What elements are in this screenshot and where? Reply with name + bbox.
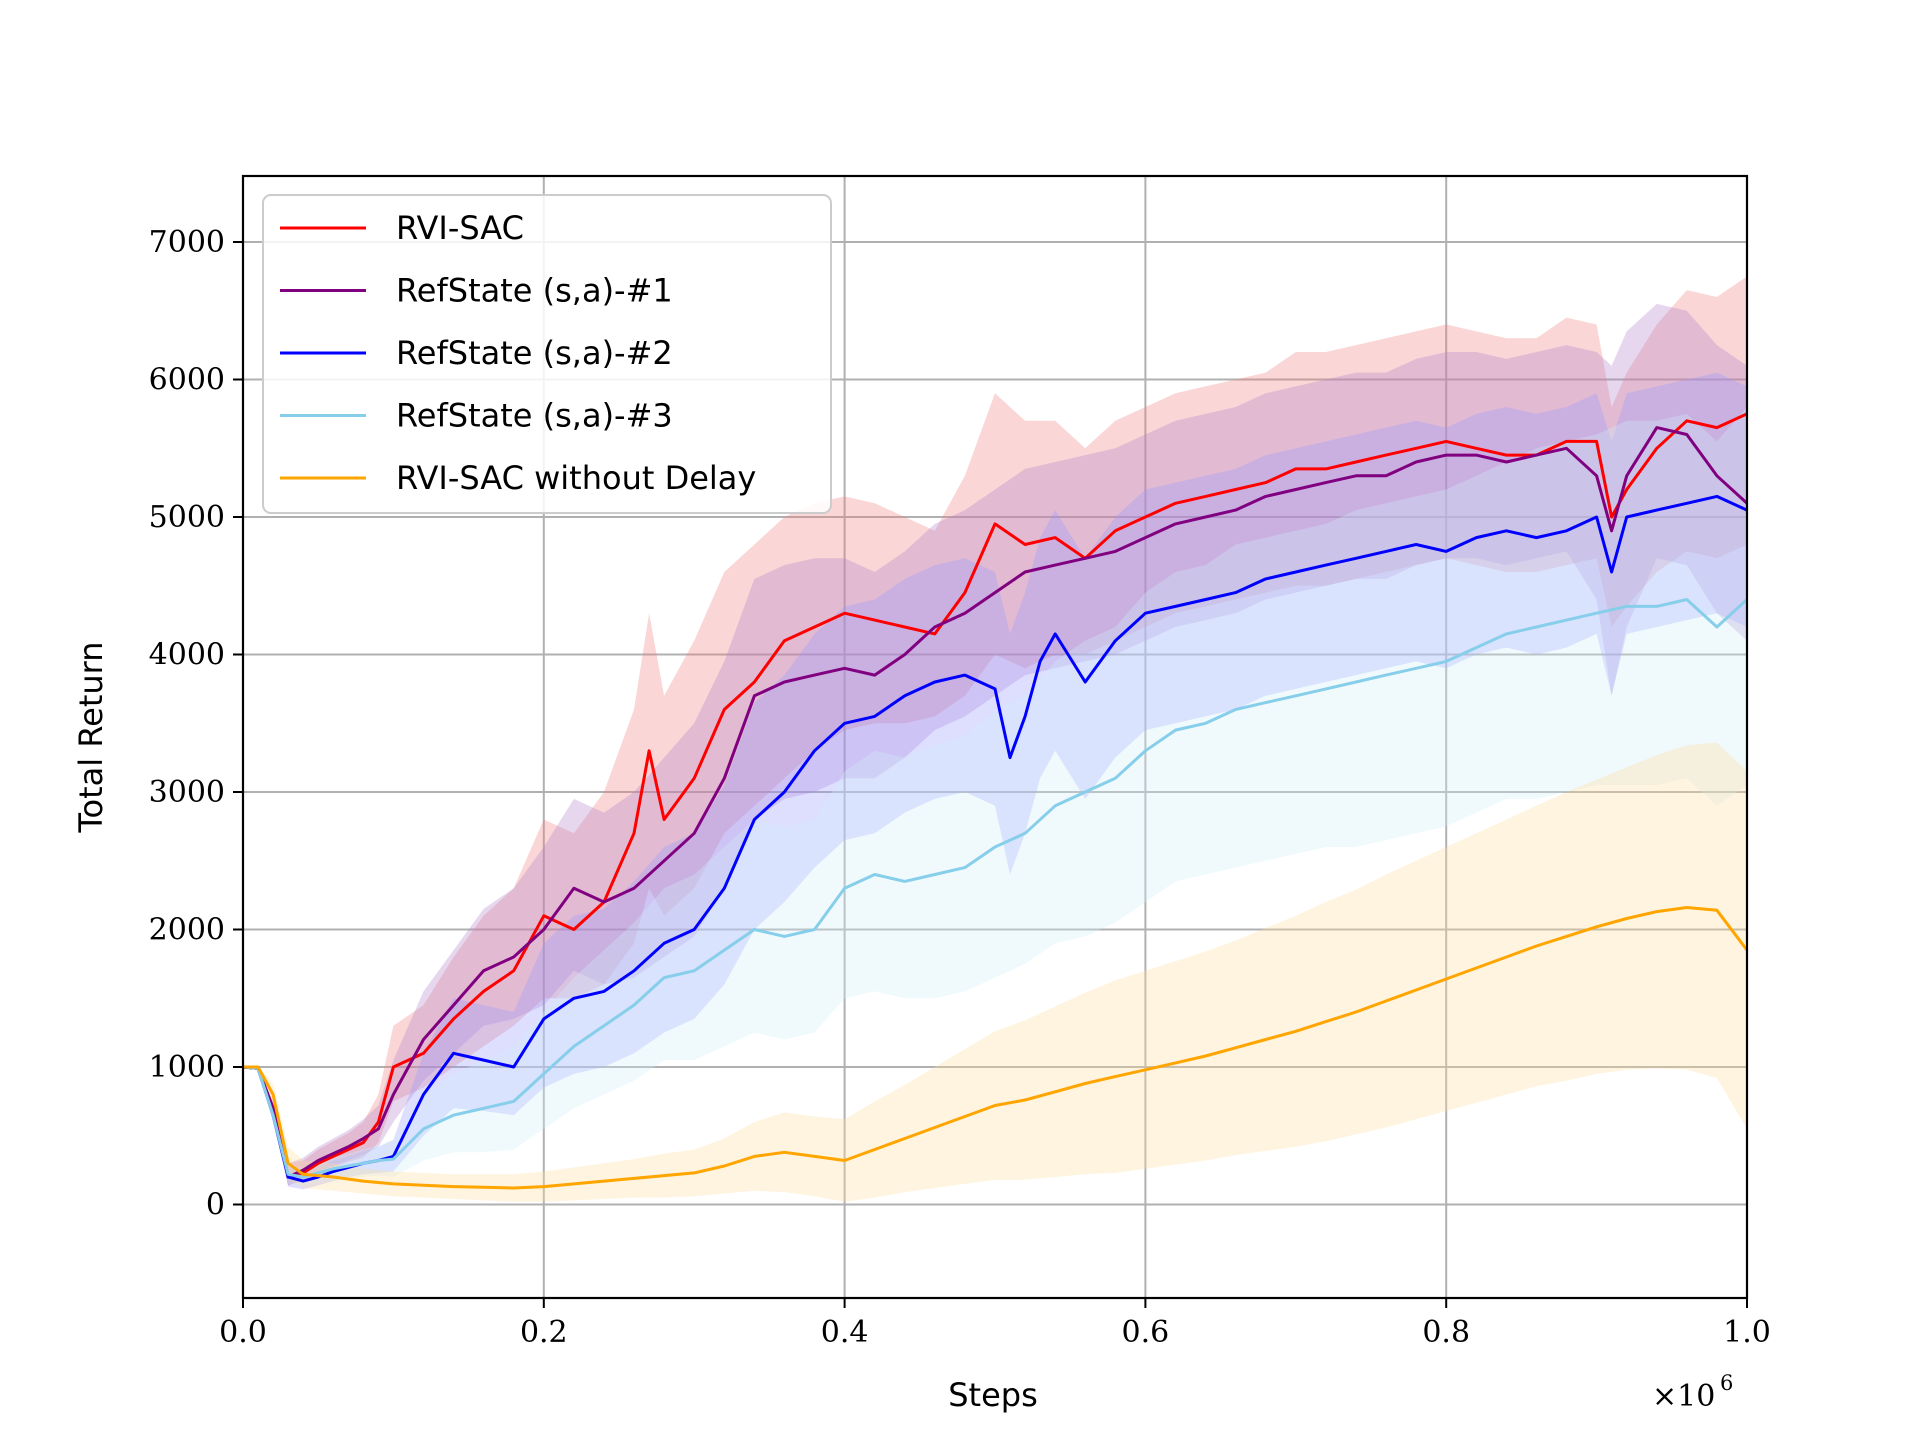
y-tick-label: 5000 (149, 500, 225, 535)
x-axis-label: Steps (948, 1376, 1038, 1414)
band-refstate-s-a-1 (243, 303, 1747, 1186)
band-rvi-sac (243, 276, 1747, 1186)
legend-entry: RefState (s,a)-#1 (396, 272, 673, 310)
x-tick-label: 0.2 (520, 1315, 568, 1350)
y-tick-label: 4000 (149, 638, 225, 673)
band-rvi-sac-without-delay (243, 742, 1747, 1202)
y-tick-label: 7000 (149, 225, 225, 260)
legend-entry: RefState (s,a)-#3 (396, 397, 673, 435)
x-tick-label: 0.4 (821, 1315, 869, 1350)
series-line-refstate-s-a-3 (243, 598, 1747, 1179)
series-lines (243, 412, 1747, 1190)
legend: RVI-SAC RefState (s,a)-#1 RefState (s,a)-#… (262, 194, 832, 514)
band-refstate-s-a-3 (243, 407, 1747, 1186)
x-tick-label: 0.8 (1422, 1315, 1470, 1350)
y-axis-label: Total Return (72, 641, 110, 833)
series-line-refstate-s-a-1 (243, 426, 1747, 1179)
x-scale-exponent: 6 (1720, 1371, 1733, 1395)
series-line-rvi-sac (243, 412, 1747, 1179)
axes-frame (241, 174, 1749, 1300)
x-scale-base: ×10 (1652, 1379, 1715, 1414)
x-tick-label: 0.0 (219, 1315, 267, 1350)
x-tick-label: 1.0 (1723, 1315, 1771, 1350)
x-tick-label: 0.6 (1122, 1315, 1170, 1350)
legend-box (262, 194, 832, 514)
series-line-rvi-sac-without-delay (243, 906, 1747, 1190)
confidence-bands (243, 276, 1747, 1202)
x-axis-ticks: 0.0 0.2 0.4 0.6 0.8 1.0 (219, 1298, 1771, 1350)
legend-entry: RefState (s,a)-#2 (396, 334, 673, 372)
band-refstate-s-a-2 (243, 372, 1747, 1190)
y-axis-ticks: 0 1000 2000 3000 4000 5000 6000 7000 (149, 225, 243, 1223)
y-tick-label: 6000 (149, 363, 225, 398)
y-tick-label: 3000 (149, 775, 225, 810)
y-tick-label: 0 (206, 1188, 225, 1223)
series-line-refstate-s-a-2 (243, 494, 1747, 1183)
y-tick-label: 1000 (149, 1050, 225, 1085)
y-tick-label: 2000 (149, 913, 225, 948)
legend-entry: RVI-SAC without Delay (396, 459, 756, 497)
x-scale-multiplier: ×10 6 (1652, 1371, 1733, 1414)
legend-entry: RVI-SAC (396, 209, 524, 247)
